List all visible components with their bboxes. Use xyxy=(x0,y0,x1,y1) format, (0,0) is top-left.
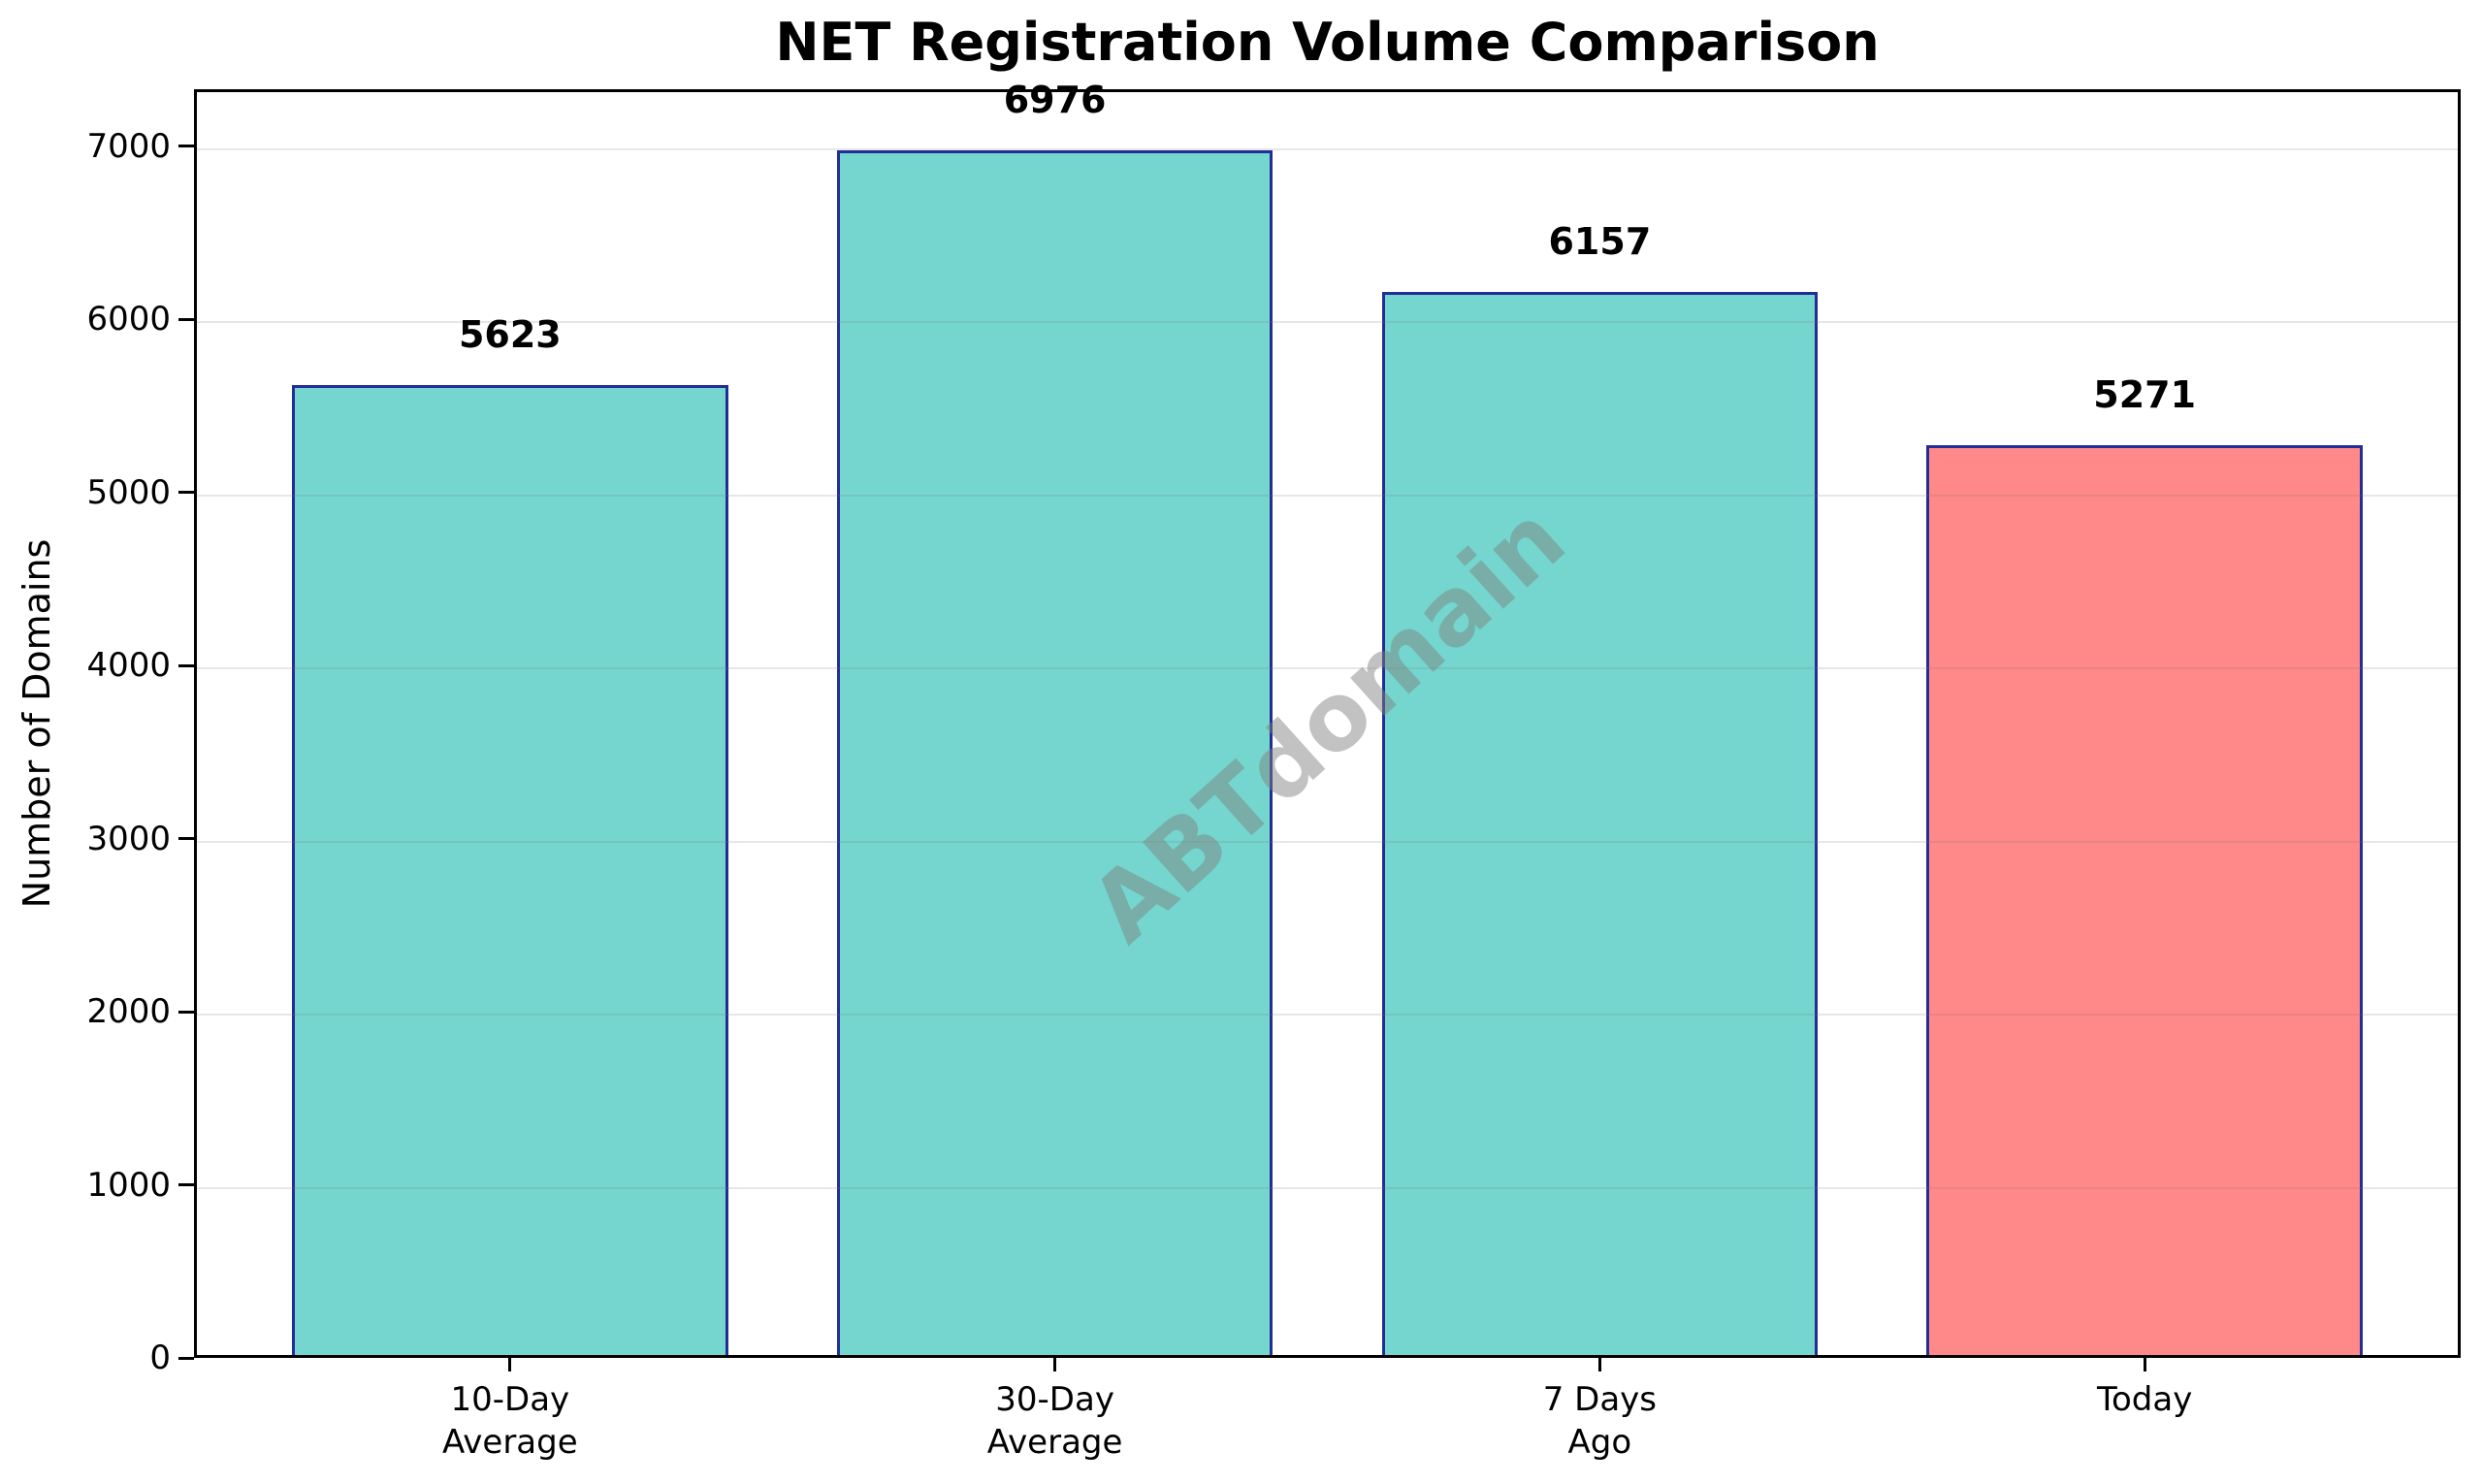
y-tick-mark xyxy=(178,663,194,667)
y-tick-mark xyxy=(178,491,194,495)
gridline xyxy=(197,494,2458,497)
y-tick-label: 7000 xyxy=(86,126,171,166)
gridline xyxy=(197,321,2458,324)
bar-value-label: 6157 xyxy=(1548,220,1652,264)
y-tick-label: 5000 xyxy=(86,472,171,512)
x-tick-label: 30-Day Average xyxy=(986,1380,1123,1462)
y-tick-mark xyxy=(178,1183,194,1187)
gridline xyxy=(197,147,2458,150)
x-tick-mark xyxy=(1053,1358,1057,1371)
bar-value-label: 5623 xyxy=(458,312,562,356)
bar-2 xyxy=(836,150,1274,1355)
gridline xyxy=(197,840,2458,843)
x-tick-mark xyxy=(2143,1358,2146,1371)
x-tick-mark xyxy=(508,1358,512,1371)
y-tick-label: 4000 xyxy=(86,646,171,686)
y-tick-mark xyxy=(178,1356,194,1360)
x-tick-mark xyxy=(1597,1358,1601,1371)
x-tick-label: 7 Days Ago xyxy=(1542,1380,1658,1462)
y-tick-mark xyxy=(178,317,194,321)
gridline xyxy=(197,1014,2458,1016)
y-tick-mark xyxy=(178,145,194,148)
bar-4 xyxy=(1926,445,2363,1355)
plot-area: ABTdomain xyxy=(194,89,2461,1358)
y-tick-label: 3000 xyxy=(86,819,171,858)
bar-3 xyxy=(1381,292,1819,1355)
y-tick-mark xyxy=(178,837,194,841)
x-tick-label: Today xyxy=(2096,1380,2193,1419)
gridline xyxy=(197,667,2458,670)
y-tick-label: 2000 xyxy=(86,992,171,1032)
chart-title: NET Registration Volume Comparison xyxy=(775,12,1880,73)
gridline xyxy=(197,1186,2458,1189)
x-tick-label: 10-Day Average xyxy=(442,1380,578,1462)
y-tick-label: 6000 xyxy=(86,300,171,339)
y-tick-label: 0 xyxy=(149,1339,171,1377)
y-tick-label: 1000 xyxy=(86,1165,171,1205)
y-tick-mark xyxy=(178,1010,194,1014)
bar-1 xyxy=(292,384,728,1355)
bar-value-label: 6976 xyxy=(1003,79,1107,122)
bar-value-label: 5271 xyxy=(2093,373,2197,417)
